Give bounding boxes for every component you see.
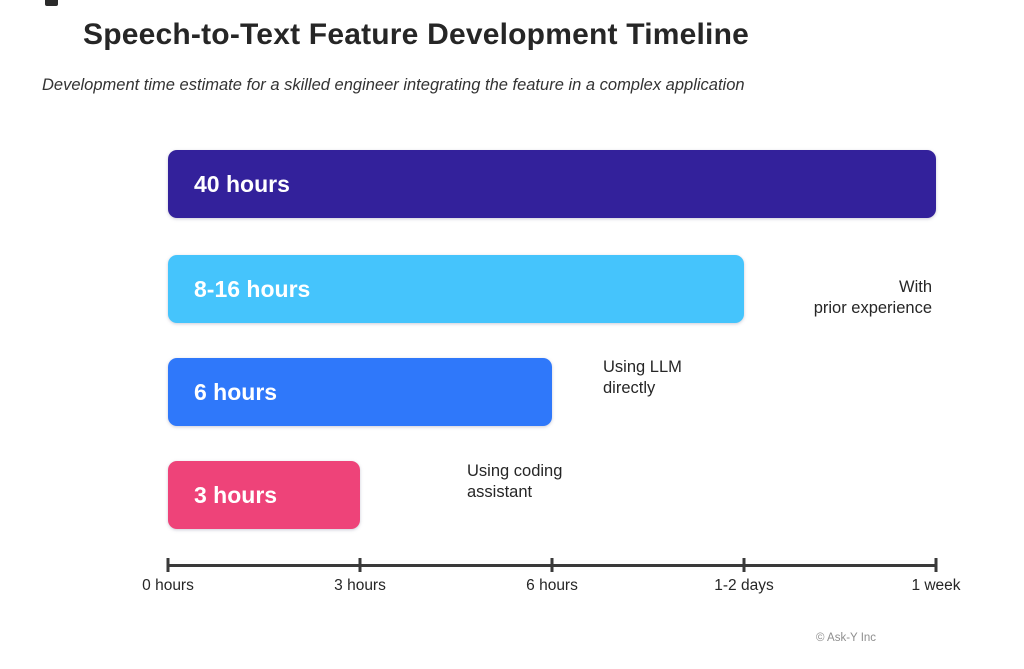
x-axis-label-1-2-days: 1-2 days <box>714 577 774 594</box>
x-axis-tick-6-hours <box>550 558 554 572</box>
chart-title: Speech-to-Text Feature Development Timel… <box>83 18 749 51</box>
annotation-prior-experience: With prior experience <box>662 277 932 319</box>
x-axis-tick-1-2-days <box>742 558 746 572</box>
annotation-llm-directly-line1: Using LLM <box>603 358 682 376</box>
bar-40-hours-label: 40 hours <box>194 170 290 197</box>
x-axis <box>166 558 938 572</box>
x-axis-tick-3-hours <box>358 558 362 572</box>
x-axis-tick-0-hours <box>166 558 170 572</box>
bar-6-hours-label: 6 hours <box>194 378 278 405</box>
bar-40-hours: 40 hours <box>168 150 936 218</box>
cropped-edge-artifact <box>45 0 58 6</box>
annotation-llm-directly: Using LLM directly <box>603 357 682 399</box>
x-axis-labels: 0 hours 3 hours 6 hours 1-2 days 1 week <box>142 577 960 597</box>
x-axis-label-3-hours: 3 hours <box>334 577 386 594</box>
annotation-llm-directly-line2: directly <box>603 379 656 397</box>
annotation-prior-experience-line1: With <box>899 278 932 296</box>
x-axis-tick-1-week <box>934 558 938 572</box>
annotation-coding-assistant-line1: Using coding <box>467 462 563 480</box>
bar-8-16-hours-label: 8-16 hours <box>194 275 311 302</box>
bar-3-hours-label: 3 hours <box>194 481 278 508</box>
annotation-coding-assistant: Using coding assistant <box>467 461 562 503</box>
annotation-prior-experience-line2: prior experience <box>813 299 932 317</box>
x-axis-label-6-hours: 6 hours <box>526 577 578 594</box>
bar-3-hours: 3 hours <box>168 461 360 529</box>
x-axis-label-1-week: 1 week <box>911 577 961 594</box>
x-axis-label-0-hours: 0 hours <box>142 577 194 594</box>
chart-subtitle: Development time estimate for a skilled … <box>42 76 745 94</box>
copyright-footer: © Ask-Y Inc <box>816 632 877 644</box>
bar-6-hours: 6 hours <box>168 358 552 426</box>
annotation-coding-assistant-line2: assistant <box>467 483 533 501</box>
bar-8-16-hours: 8-16 hours <box>168 255 744 323</box>
